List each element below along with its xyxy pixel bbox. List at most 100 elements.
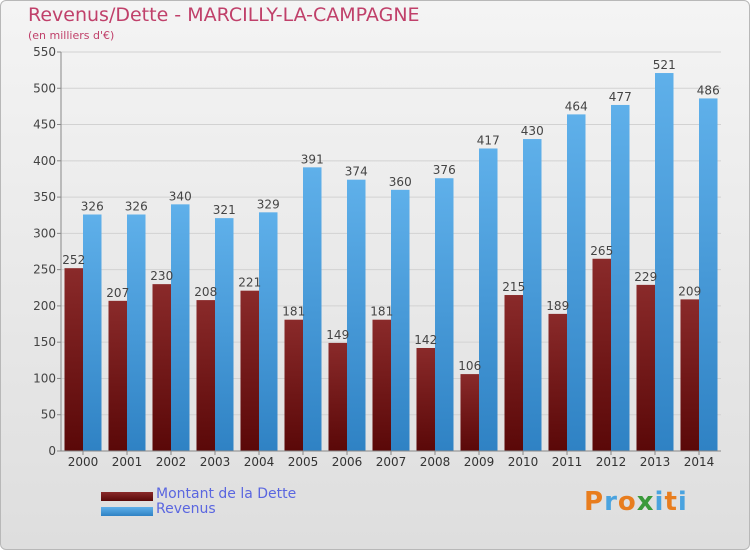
bar-revenus — [215, 218, 234, 451]
bar-dette — [64, 268, 83, 451]
y-tick-label: 550 — [33, 45, 56, 59]
logo-letter: x — [636, 487, 655, 517]
bar-revenus — [83, 214, 102, 451]
bar-dette — [240, 290, 259, 451]
bar-dette — [196, 300, 215, 451]
logo-letter: r — [604, 487, 618, 517]
y-tick-label: 150 — [33, 335, 56, 349]
bar-dette — [548, 313, 567, 451]
data-label-revenus: 340 — [169, 189, 192, 203]
legend-label-revenus: Revenus — [156, 501, 216, 517]
bar-dette — [592, 258, 611, 451]
legend-swatch-revenus — [101, 507, 153, 516]
chart-title: Revenus/Dette - MARCILLY-LA-CAMPAGNE — [28, 4, 420, 26]
bar-dette — [416, 347, 435, 451]
data-label-revenus: 326 — [125, 200, 148, 214]
data-label-revenus: 486 — [697, 83, 720, 97]
x-tick-label: 2013 — [640, 455, 671, 469]
bar-revenus — [655, 73, 674, 452]
x-tick-label: 2000 — [68, 455, 99, 469]
y-tick-label: 350 — [33, 190, 56, 204]
x-tick-label: 2002 — [156, 455, 187, 469]
data-label-dette: 215 — [502, 280, 525, 294]
bar-dette — [328, 342, 347, 451]
legend-swatch-dette — [101, 492, 153, 501]
y-tick-label: 450 — [33, 118, 56, 132]
data-label-dette: 189 — [546, 299, 569, 313]
bar-revenus — [259, 212, 278, 451]
x-tick-label: 2001 — [112, 455, 143, 469]
logo-letter: i — [677, 487, 688, 517]
data-label-dette: 149 — [326, 328, 349, 342]
bar-revenus — [303, 167, 322, 451]
bar-dette — [152, 284, 171, 451]
logo-letter: P — [584, 487, 605, 517]
bar-revenus — [611, 104, 630, 451]
data-label-revenus: 464 — [565, 99, 588, 113]
data-label-dette: 209 — [678, 284, 701, 298]
data-label-revenus: 417 — [477, 133, 500, 147]
x-tick-label: 2006 — [332, 455, 363, 469]
bar-revenus — [699, 98, 718, 452]
data-label-dette: 221 — [238, 276, 261, 290]
logo-letter: i — [654, 487, 665, 517]
data-label-dette: 142 — [414, 333, 437, 347]
data-label-revenus: 430 — [521, 124, 544, 138]
bars-layer — [64, 73, 718, 452]
x-tick-label: 2007 — [376, 455, 407, 469]
chart-subtitle: (en milliers d'€) — [28, 29, 115, 42]
logo-letter: o — [617, 487, 637, 517]
data-label-revenus: 391 — [301, 152, 324, 166]
bar-dette — [108, 300, 127, 451]
data-label-revenus: 376 — [433, 163, 456, 177]
bar-dette — [372, 319, 391, 451]
data-label-revenus: 374 — [345, 165, 368, 179]
data-label-revenus: 329 — [257, 197, 280, 211]
bar-dette — [460, 374, 479, 451]
proxiti-logo: Proxiti — [584, 487, 688, 517]
bar-dette — [504, 295, 523, 451]
bar-dette — [636, 284, 655, 451]
data-label-dette: 181 — [370, 305, 393, 319]
y-tick-label: 250 — [33, 263, 56, 277]
y-tick-label: 50 — [41, 408, 56, 422]
bar-revenus — [567, 114, 586, 451]
bar-revenus — [435, 178, 454, 451]
legend-label-dette: Montant de la Dette — [156, 486, 297, 502]
bar-revenus — [523, 139, 542, 451]
bar-revenus — [391, 189, 410, 451]
data-label-dette: 208 — [194, 285, 217, 299]
bar-revenus — [479, 148, 498, 451]
y-tick-label: 0 — [48, 444, 56, 458]
labels-layer: 252 326 207 326 230 340 208 321 221 329 181 391 149 3… — [62, 58, 719, 373]
axis-layer: 0 50 100 150 200 250 300 350 400 450 500 550 2000 200… — [33, 45, 721, 469]
data-label-revenus: 321 — [213, 203, 236, 217]
data-label-dette: 229 — [634, 270, 657, 284]
y-tick-label: 400 — [33, 154, 56, 168]
bar-revenus — [347, 179, 366, 451]
x-tick-label: 2003 — [200, 455, 231, 469]
data-label-revenus: 360 — [389, 175, 412, 189]
data-label-dette: 252 — [62, 253, 85, 267]
x-tick-label: 2008 — [420, 455, 451, 469]
y-tick-label: 200 — [33, 299, 56, 313]
x-tick-label: 2012 — [596, 455, 627, 469]
bar-revenus — [127, 214, 146, 451]
data-label-revenus: 326 — [81, 200, 104, 214]
bar-revenus — [171, 204, 190, 451]
data-label-dette: 265 — [590, 244, 613, 258]
data-label-dette: 181 — [282, 305, 305, 319]
data-label-revenus: 477 — [609, 90, 632, 104]
y-tick-label: 100 — [33, 371, 56, 385]
x-tick-label: 2009 — [464, 455, 495, 469]
data-label-dette: 207 — [106, 286, 129, 300]
bar-dette — [284, 319, 303, 451]
y-tick-label: 500 — [33, 81, 56, 95]
y-tick-label: 300 — [33, 226, 56, 240]
x-tick-label: 2005 — [288, 455, 319, 469]
logo-letter: t — [664, 487, 678, 517]
data-label-revenus: 521 — [653, 58, 676, 72]
x-tick-label: 2014 — [684, 455, 715, 469]
